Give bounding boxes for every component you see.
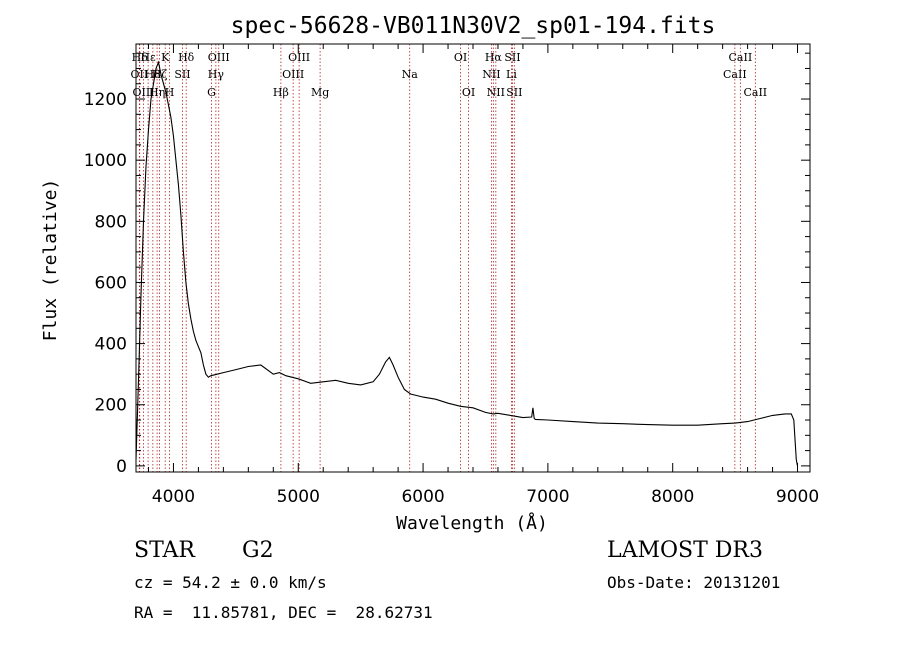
coordinates: RA = 11.85781, DEC = 28.62731: [134, 603, 433, 622]
line-label-20: OI: [462, 86, 475, 99]
line-label-11: OIII: [208, 51, 230, 64]
line-label-28: CaII: [723, 68, 747, 81]
line-label-15: OIII: [288, 51, 310, 64]
line-label-10: Hδ: [178, 51, 195, 64]
line-label-9: SII: [174, 68, 190, 81]
line-label-26: SII: [506, 86, 522, 99]
line-label-18: Na: [402, 68, 419, 81]
line-label-17: Mg: [311, 86, 329, 99]
object-class: STAR: [134, 538, 195, 563]
line-label-25: Li: [506, 68, 517, 81]
line-label-14: Hβ: [273, 86, 289, 99]
line-label-2: OIII: [132, 86, 154, 99]
y-axis-ticks: 0 200 400 600 800 1000 1200: [84, 52, 810, 477]
x-tick-label-2: 6000: [401, 487, 444, 507]
y-tick-label-3: 600: [95, 273, 127, 293]
survey-label: LAMOST DR3: [607, 538, 763, 563]
y-tick-label-1: 200: [95, 396, 127, 416]
line-label-1: OII: [131, 68, 149, 81]
y-axis-label: Flux (relative): [40, 179, 61, 342]
line-label-27: CaII: [729, 51, 753, 64]
y-tick-label-6: 1200: [84, 90, 127, 110]
x-tick-label-1: 5000: [277, 487, 320, 507]
y-tick-label-0: 0: [116, 457, 127, 477]
line-label-29: CaII: [743, 86, 767, 99]
line-label-8: H: [165, 86, 175, 99]
x-tick-label-5: 9000: [776, 487, 819, 507]
y-tick-label-5: 1000: [84, 151, 127, 171]
line-label-4: H8: [145, 68, 162, 81]
line-label-22: NII: [482, 68, 500, 81]
line-label-3: Hε: [140, 51, 156, 64]
x-axis-ticks: 4000 5000 6000 7000 8000 9000: [147, 44, 819, 507]
x-tick-label-0: 4000: [152, 487, 195, 507]
x-tick-label-4: 8000: [651, 487, 694, 507]
line-label-21: Hα: [485, 51, 503, 64]
line-label-6: K: [161, 51, 170, 64]
x-axis-label: Wavelength (Å): [396, 512, 548, 534]
line-label-24: SII: [504, 51, 520, 64]
line-label-16: OIII: [282, 68, 304, 81]
obs-date: Obs-Date: 20131201: [607, 573, 781, 592]
redshift-text: cz = 54.2 ± 0.0 km/s: [134, 573, 327, 592]
flux-series-line: [135, 60, 799, 467]
line-label-13: G: [207, 86, 216, 99]
line-label-19: OI: [454, 51, 467, 64]
x-tick-label-3: 7000: [526, 487, 569, 507]
spectral-subclass: G2: [242, 538, 274, 563]
line-label-12: Hγ: [208, 68, 225, 81]
emission-line-markers: [138, 44, 756, 472]
y-tick-label-4: 800: [95, 212, 127, 232]
y-tick-label-2: 400: [95, 335, 127, 355]
chart-title: spec-56628-VB011N30V2_sp01-194.fits: [231, 13, 716, 39]
line-label-23: NII: [487, 86, 505, 99]
